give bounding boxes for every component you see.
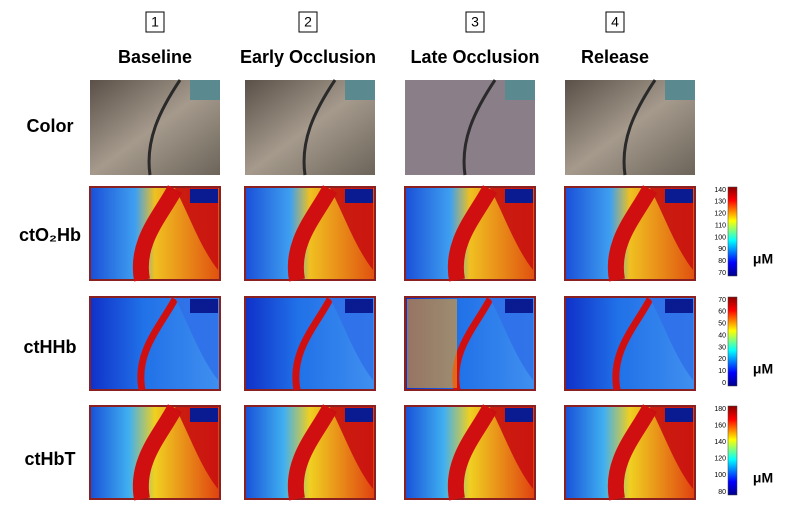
- colorbar-tick-label: 120: [714, 211, 726, 218]
- heatmap-patch: [505, 299, 533, 313]
- column-title: Late Occlusion: [410, 47, 539, 67]
- colorbar-tick-label: 80: [718, 258, 726, 265]
- number-box: [145, 11, 165, 33]
- colorbar-tick-label: 180: [714, 406, 726, 413]
- heatmap-patch: [190, 408, 218, 422]
- heatmap-region: [330, 298, 373, 380]
- photo-corner: [665, 80, 695, 100]
- colorbar-tick-label: 140: [714, 439, 726, 446]
- colorbar-tick-label: 70: [718, 297, 726, 304]
- heatmap-warm: [407, 299, 457, 388]
- colorbar-tick-label: 90: [718, 246, 726, 253]
- heatmap-patch: [665, 189, 693, 203]
- colorbar-tick-label: 120: [714, 456, 726, 463]
- colorbar-tick-label: 140: [714, 187, 726, 194]
- heatmap-patch: [505, 408, 533, 422]
- number-box: [298, 11, 318, 33]
- colorbar-tick-label: 50: [718, 321, 726, 328]
- heatmap-band: [287, 185, 338, 282]
- heatmap-region: [175, 298, 218, 380]
- heatmap-patch: [190, 299, 218, 313]
- heatmap-region: [330, 407, 373, 489]
- colorbar-tick-label: 100: [714, 472, 726, 479]
- colorbar-unit: μM: [753, 470, 773, 486]
- colorbar-unit: μM: [753, 361, 773, 377]
- column-number: 1: [151, 14, 159, 30]
- colorbar-tick-label: 80: [718, 489, 726, 496]
- photo-incision: [622, 79, 657, 176]
- heatmap-band: [607, 185, 658, 282]
- photo-incision: [462, 79, 497, 176]
- row-label: Color: [27, 116, 74, 136]
- heatmap-band: [607, 404, 658, 501]
- number-box: [465, 11, 485, 33]
- heatmap-patch: [345, 299, 373, 313]
- heatmap-region: [650, 188, 693, 270]
- number-box: [605, 11, 625, 33]
- photo-corner: [505, 80, 535, 100]
- column-title: Early Occlusion: [240, 47, 376, 67]
- colorbar-tick-label: 0: [722, 380, 726, 387]
- heatmap-region: [650, 407, 693, 489]
- heatmap-region: [175, 407, 218, 489]
- heatmap-band: [292, 297, 334, 391]
- colorbar-tick-label: 10: [718, 368, 726, 375]
- heatmap-band: [137, 297, 179, 391]
- row-label: ctHbT: [25, 449, 76, 469]
- colorbar-tick-label: 30: [718, 344, 726, 351]
- colorbar-tick-label: 40: [718, 332, 726, 339]
- column-title: Baseline: [118, 47, 192, 67]
- column-number: 2: [304, 14, 312, 30]
- colorbar-tick-label: 20: [718, 356, 726, 363]
- photo-incision: [302, 79, 337, 176]
- heatmap-patch: [345, 408, 373, 422]
- colorbar-tick-label: 60: [718, 309, 726, 316]
- heatmap-band: [447, 404, 498, 501]
- colorbar-unit: μM: [753, 251, 773, 267]
- heatmap-patch: [190, 189, 218, 203]
- heatmap-region: [650, 298, 693, 380]
- heatmap-patch: [505, 189, 533, 203]
- column-number: 3: [471, 14, 479, 30]
- colorbar-tick-label: 130: [714, 199, 726, 206]
- heatmap-band: [132, 404, 183, 501]
- heatmap-region: [490, 407, 533, 489]
- heatmap-patch: [665, 299, 693, 313]
- colorbar: [727, 186, 738, 277]
- colorbar-tick-label: 70: [718, 270, 726, 277]
- heatmap-region: [175, 188, 218, 270]
- column-number: 4: [611, 14, 619, 30]
- colorbar: [727, 405, 738, 496]
- heatmap-region: [490, 298, 533, 380]
- heatmap-patch: [345, 189, 373, 203]
- colorbar-tick-label: 100: [714, 234, 726, 241]
- column-title: Release: [581, 47, 649, 67]
- colorbar-tick-label: 110: [715, 222, 726, 229]
- heatmap-region: [490, 188, 533, 270]
- photo-corner: [190, 80, 220, 100]
- heatmap-band: [287, 404, 338, 501]
- colorbar: [727, 296, 738, 387]
- photo-corner: [345, 80, 375, 100]
- heatmap-band: [612, 297, 654, 391]
- colorbar-tick-label: 160: [714, 422, 726, 429]
- heatmap-band: [132, 185, 183, 282]
- heatmap-region: [330, 188, 373, 270]
- heatmap-band: [447, 185, 498, 282]
- photo-incision: [147, 79, 182, 176]
- row-label: ctO₂Hb: [19, 225, 81, 245]
- heatmap-patch: [665, 408, 693, 422]
- row-label: ctHHb: [24, 337, 77, 357]
